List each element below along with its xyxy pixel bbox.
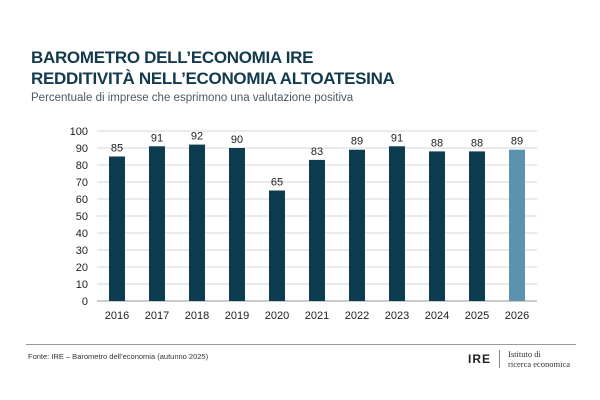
bar-2017 (149, 146, 165, 301)
data-label-2022: 89 (351, 136, 363, 148)
logo-line2: ricerca economica (508, 359, 571, 369)
chart-title-line1: BAROMETRO DELL’ECONOMIA IRE (31, 48, 314, 67)
y-tick-label: 50 (76, 211, 88, 223)
x-tick-label: 2025 (465, 310, 489, 322)
data-label-2026: 89 (511, 136, 523, 148)
logo-separator (499, 350, 501, 368)
x-tick-label: 2024 (425, 310, 449, 322)
data-label-2021: 83 (311, 146, 323, 158)
chart-title-line2: REDDITIVITÀ NELL’ECONOMIA ALTOATESINA (31, 69, 395, 88)
x-tick-label: 2022 (345, 310, 369, 322)
x-tick-label: 2026 (505, 310, 529, 322)
x-tick-label: 2021 (305, 310, 329, 322)
bar-2019 (229, 148, 245, 301)
ire-logo: IRE Istituto di ricerca economica (468, 349, 570, 369)
bar-2025 (469, 151, 485, 301)
data-label-2020: 65 (271, 177, 283, 189)
data-label-2025: 88 (471, 137, 483, 149)
bar-2018 (189, 144, 205, 301)
y-tick-label: 30 (76, 245, 88, 257)
x-tick-label: 2017 (145, 310, 169, 322)
logo-text: Istituto di ricerca economica (508, 349, 570, 369)
footer-divider (26, 344, 576, 345)
data-label-2024: 88 (431, 137, 443, 149)
x-tick-label: 2018 (185, 310, 209, 322)
y-tick-label: 20 (76, 262, 88, 274)
bar-2016 (109, 156, 125, 301)
logo-line1: Istituto di (508, 349, 541, 359)
x-tick-label: 2016 (105, 310, 129, 322)
data-label-2018: 92 (191, 131, 203, 143)
logo-short: IRE (468, 352, 492, 366)
y-tick-label: 10 (76, 279, 88, 291)
bar-2020 (269, 190, 285, 301)
y-tick-label: 90 (76, 143, 88, 155)
chart-subtitle: Percentuale di imprese che esprimono una… (31, 92, 354, 104)
y-tick-label: 80 (76, 160, 88, 172)
bar-2026 (509, 149, 525, 301)
source-note: Fonte: IRE – Barometro dell’economia (au… (28, 352, 209, 361)
data-label-2016: 85 (111, 143, 123, 155)
y-tick-label: 100 (70, 126, 88, 138)
data-label-2023: 91 (391, 132, 403, 144)
y-tick-label: 0 (82, 296, 88, 308)
data-label-2017: 91 (151, 132, 163, 144)
y-tick-label: 40 (76, 228, 88, 240)
y-tick-label: 60 (76, 194, 88, 206)
bar-2024 (429, 151, 445, 301)
y-tick-label: 70 (76, 177, 88, 189)
x-tick-label: 2019 (225, 310, 249, 322)
bar-2022 (349, 149, 365, 301)
x-tick-label: 2020 (265, 310, 289, 322)
data-label-2019: 90 (231, 134, 243, 146)
x-tick-label: 2023 (385, 310, 409, 322)
bar-2023 (389, 146, 405, 301)
bar-2021 (309, 159, 325, 301)
